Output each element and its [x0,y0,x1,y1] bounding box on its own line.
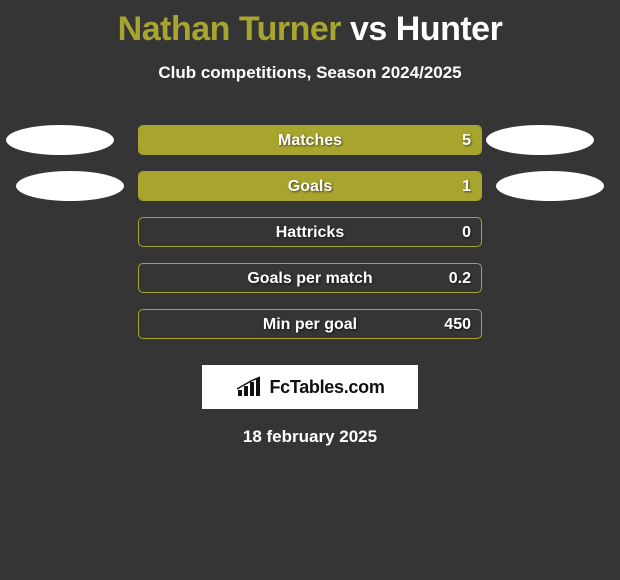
logo: FcTables.com [202,365,418,409]
stats-container: Matches5Goals1Hattricks0Goals per match0… [0,117,620,347]
stat-label: Matches [139,126,481,155]
stat-bar: Matches5 [138,125,482,155]
stat-value-right: 0.2 [449,264,471,293]
left-ellipse [16,171,124,201]
logo-text: FcTables.com [269,377,384,398]
stat-bar: Goals per match0.2 [138,263,482,293]
date: 18 february 2025 [0,427,620,447]
title-player2: Hunter [396,10,503,48]
stat-bar: Min per goal450 [138,309,482,339]
subtitle: Club competitions, Season 2024/2025 [0,63,620,83]
stat-bar: Goals1 [138,171,482,201]
stat-value-right: 1 [462,172,471,201]
title-player1: Nathan Turner [118,10,341,48]
bar-chart-icon [235,376,263,398]
stat-row: Goals1 [0,163,620,209]
title-vs: vs [350,10,387,48]
left-ellipse [6,125,114,155]
stat-row: Goals per match0.2 [0,255,620,301]
stat-row: Matches5 [0,117,620,163]
page-title: Nathan Turner vs Hunter [0,0,620,49]
right-ellipse [486,125,594,155]
stat-value-right: 5 [462,126,471,155]
stat-label: Goals per match [139,264,481,293]
stat-label: Hattricks [139,218,481,247]
stat-label: Goals [139,172,481,201]
stat-row: Hattricks0 [0,209,620,255]
stat-bar: Hattricks0 [138,217,482,247]
stat-value-right: 450 [444,310,471,339]
right-ellipse [496,171,604,201]
stat-row: Min per goal450 [0,301,620,347]
stat-value-right: 0 [462,218,471,247]
stat-label: Min per goal [139,310,481,339]
